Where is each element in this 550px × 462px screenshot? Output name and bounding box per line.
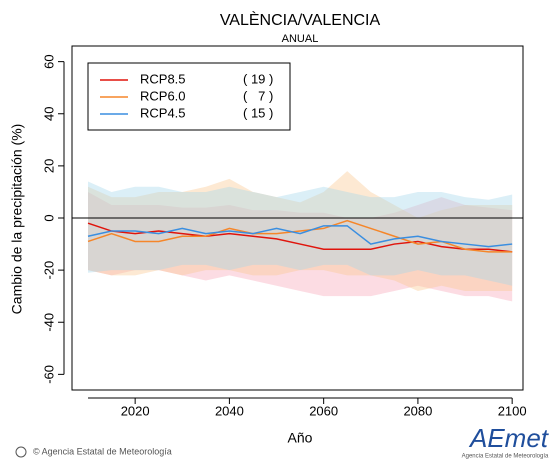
logo-caption: Agencia Estatal de Meteorología: [462, 454, 549, 460]
footer-icon: [15, 446, 27, 458]
x-axis-label: Año: [288, 430, 313, 446]
legend-count: ( 15 ): [243, 105, 273, 120]
y-tick-label: -20: [41, 261, 56, 280]
x-tick-label: 2020: [121, 403, 150, 418]
plot-frame: [71, 45, 524, 391]
chart-subtitle: ANUAL: [282, 33, 319, 45]
legend-count: ( 7 ): [243, 88, 273, 103]
y-tick-label: 60: [41, 54, 56, 68]
footer: © Agencia Estatal de Meteorología: [33, 446, 172, 456]
y-tick-label: 20: [41, 159, 56, 173]
y-tick-label: -60: [41, 365, 56, 384]
series-line: [87, 222, 513, 253]
x-tick-label: 2040: [215, 403, 244, 418]
y-tick-label: -40: [41, 313, 56, 332]
band: [88, 191, 513, 302]
legend-label: RCP8.5: [140, 71, 186, 86]
legend-label: RCP6.0: [140, 88, 186, 103]
logo: AEmet: [468, 423, 550, 453]
x-tick-label: 2100: [498, 403, 527, 418]
legend-label: RCP4.5: [140, 105, 186, 120]
x-tick-label: 2060: [309, 403, 338, 418]
y-axis-label: Cambio de la precipitación (%): [9, 124, 25, 315]
series-line: [87, 225, 513, 248]
y-tick-label: 40: [41, 107, 56, 121]
legend-count: ( 19 ): [243, 71, 273, 86]
y-tick-label: 0: [41, 214, 56, 221]
x-tick-label: 2080: [403, 403, 432, 418]
chart-title: VALÈNCIA/VALENCIA: [220, 10, 381, 29]
